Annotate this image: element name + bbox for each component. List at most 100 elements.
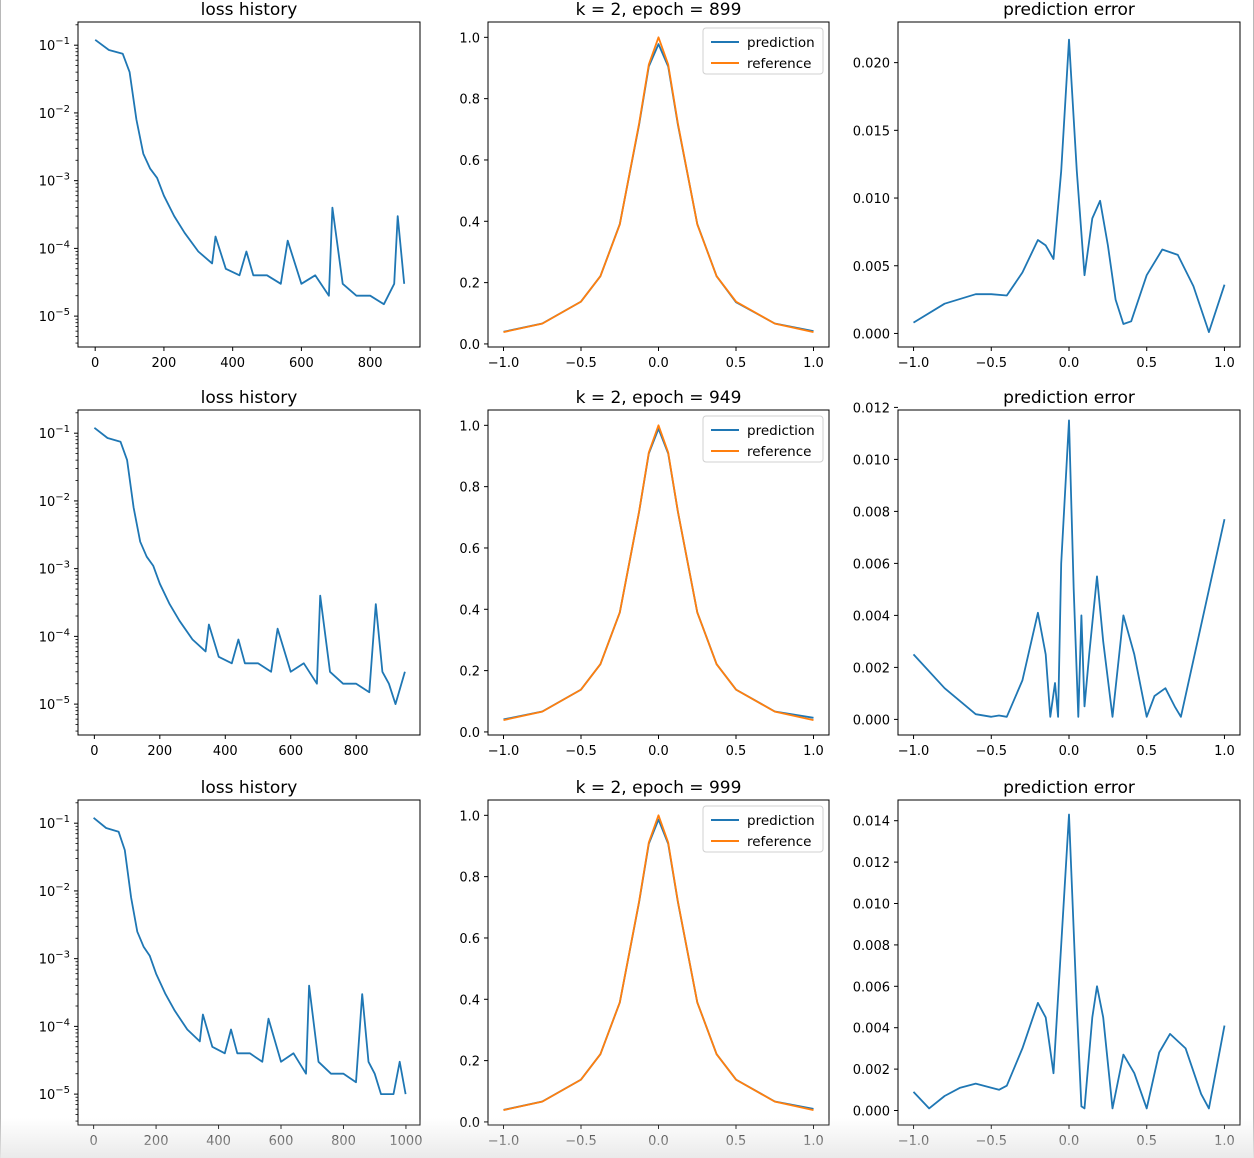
- y-tick-label: 0.4: [459, 215, 480, 230]
- x-tick-label: 800: [344, 744, 369, 759]
- subplot-3: prediction error −1.0 −0.5 0.0 0.5 1.0 0.000 0.…: [853, 0, 1241, 371]
- subplot-1: loss history 0 200 400 600 800 10−1 10−2 10−3 10−…: [39, 0, 421, 371]
- y-tick-label: 0.002: [853, 661, 890, 676]
- x-tick-label: 0.5: [1136, 744, 1157, 759]
- x-tick-label: 0: [89, 1134, 97, 1149]
- x-tick-label: −0.5: [565, 356, 597, 371]
- y-tick-label: 0.010: [853, 453, 890, 468]
- axes-frame: [897, 409, 1241, 736]
- y-tick-label: 10−2: [39, 882, 70, 900]
- y-tick-label: 0.004: [853, 1022, 890, 1037]
- x-tick-label: 1.0: [1214, 744, 1235, 759]
- subplot-9: prediction error −1.0 −0.5 0.0 0.5 1.0 0.000 0.…: [853, 778, 1241, 1149]
- window-left-edge: [0, 0, 1, 1158]
- x-tick-label: −0.5: [565, 1134, 597, 1149]
- chart-title: loss history: [201, 388, 298, 408]
- series-line-reference: [503, 814, 814, 1111]
- x-tick-label: 800: [358, 356, 383, 371]
- series-line-data: [913, 38, 1226, 334]
- y-tick-label: 10−2: [39, 492, 70, 510]
- x-tick-label: 1000: [389, 1134, 422, 1149]
- y-tick-label: 0.010: [853, 898, 890, 913]
- y-tick-label: 0.8: [459, 481, 480, 496]
- y-tick-label: 0.008: [853, 939, 890, 954]
- x-tick-label: −0.5: [975, 744, 1007, 759]
- x-tick-label: 0.0: [648, 1134, 669, 1149]
- y-tick-label: 0.0: [459, 338, 480, 353]
- legend-label-reference: reference: [747, 56, 811, 72]
- y-tick-label: 0.6: [459, 932, 480, 947]
- y-tick-label: 0.012: [853, 401, 890, 416]
- axes-frame: [487, 21, 830, 348]
- x-tick-label: 0.0: [1059, 744, 1080, 759]
- y-tick-label: 1.0: [459, 809, 480, 824]
- y-tick-label: 10−4: [39, 1017, 70, 1035]
- x-tick-label: 600: [269, 1134, 294, 1149]
- chart-title: k = 2, epoch = 999: [576, 778, 742, 798]
- series-line-reference: [503, 424, 814, 721]
- subplot-7: loss history 0 200 400 600 800 1000 10−1 10−2 10−…: [39, 778, 423, 1149]
- x-tick-label: 0.5: [726, 1134, 747, 1149]
- y-tick-label: 0.008: [853, 505, 890, 520]
- x-tick-label: 0.5: [726, 744, 747, 759]
- series-line-reference: [503, 36, 814, 333]
- y-tick-label: 0.0: [459, 1116, 480, 1131]
- axes-frame: [77, 21, 421, 348]
- axes-frame: [77, 409, 421, 736]
- series-line-prediction: [503, 818, 814, 1111]
- x-tick-label: −1.0: [488, 1134, 520, 1149]
- y-tick-label: 0.004: [853, 609, 890, 624]
- x-tick-label: −0.5: [975, 356, 1007, 371]
- axes-frame: [487, 409, 830, 736]
- y-tick-label: 0.006: [853, 557, 890, 572]
- y-tick-label: 0.015: [853, 124, 890, 139]
- y-tick-label: 0.006: [853, 980, 890, 995]
- x-tick-label: 600: [278, 744, 303, 759]
- y-tick-label: 0.005: [853, 260, 890, 275]
- subplot-8: k = 2, epoch = 999 −1.0 −0.5 0.0 0.5 1.0 0.0 0.…: [459, 778, 830, 1149]
- x-tick-label: 1.0: [1214, 356, 1235, 371]
- y-tick-label: 0.4: [459, 603, 480, 618]
- y-tick-label: 0.4: [459, 993, 480, 1008]
- y-tick-label: 0.000: [853, 327, 890, 342]
- chart-title: loss history: [201, 0, 298, 20]
- series-line-prediction: [503, 427, 814, 721]
- x-tick-label: 200: [152, 356, 177, 371]
- y-tick-label: 0.8: [459, 871, 480, 886]
- x-tick-label: 0.5: [1136, 1134, 1157, 1149]
- chart-title: loss history: [201, 778, 298, 798]
- x-tick-label: 0.5: [726, 356, 747, 371]
- x-tick-label: 1.0: [1214, 1134, 1235, 1149]
- series-line-data: [93, 427, 406, 705]
- x-tick-label: 0.0: [1059, 356, 1080, 371]
- y-tick-label: 10−1: [39, 36, 70, 54]
- y-tick-label: 0.012: [853, 856, 890, 871]
- x-tick-label: −0.5: [565, 744, 597, 759]
- legend-label-prediction: prediction: [747, 423, 815, 439]
- chart-title: prediction error: [1003, 0, 1135, 20]
- subplot-2: k = 2, epoch = 899 −1.0 −0.5 0.0 0.5 1.0 0.0 0.…: [459, 0, 830, 371]
- series-line-data: [912, 419, 1226, 718]
- axes-frame: [897, 799, 1241, 1126]
- chart-title: k = 2, epoch = 949: [576, 388, 742, 408]
- x-tick-label: 200: [144, 1134, 169, 1149]
- y-tick-label: 0.0: [459, 726, 480, 741]
- x-tick-label: −0.5: [975, 1134, 1007, 1149]
- chart-title: prediction error: [1003, 388, 1135, 408]
- subplot-4: loss history 0 200 400 600 800 10−1 10−2 10−3 10−…: [39, 388, 421, 759]
- y-tick-label: 0.014: [853, 815, 890, 830]
- series-line-data: [93, 817, 407, 1095]
- x-tick-label: −1.0: [488, 356, 520, 371]
- y-tick-label: 0.8: [459, 93, 480, 108]
- x-tick-label: 0.0: [1059, 1134, 1080, 1149]
- series-line-prediction: [503, 43, 814, 333]
- chart-title: prediction error: [1003, 778, 1135, 798]
- legend-label-prediction: prediction: [747, 35, 815, 51]
- x-tick-label: 800: [331, 1134, 356, 1149]
- y-tick-label: 0.2: [459, 1055, 480, 1070]
- x-tick-label: 400: [220, 356, 245, 371]
- y-tick-label: 0.6: [459, 542, 480, 557]
- y-tick-label: 10−3: [39, 172, 70, 190]
- y-tick-label: 10−4: [39, 627, 70, 645]
